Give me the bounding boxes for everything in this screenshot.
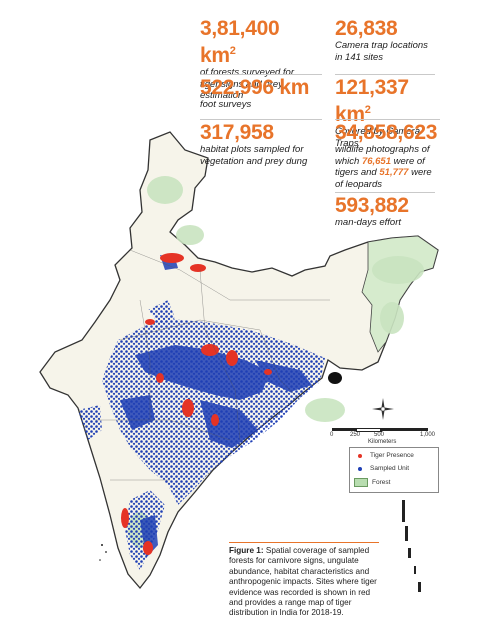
- stat-value: 317,958: [200, 121, 274, 144]
- stat-desc: Covered by Camera Traps: [335, 126, 421, 149]
- stat-desc: man-days effort: [335, 217, 401, 228]
- stat-desc: Camera trap locations in 141 sites: [335, 40, 428, 63]
- stat-sup: 2: [364, 104, 371, 116]
- stat-value: 121,337 km: [335, 76, 409, 126]
- stat-value: 26,838: [335, 17, 398, 40]
- stat-foot-surveys: 522,996 km foot surveys: [200, 74, 322, 111]
- map-legend: Tiger Presence Sampled Unit Forest: [349, 447, 439, 493]
- stat-habitat-plots: 317,958 habitat plots sampled for vegeta…: [200, 119, 322, 167]
- legend-forest: Forest: [354, 478, 390, 487]
- islands: [99, 500, 421, 592]
- northeast-region: [361, 235, 439, 353]
- stat-camera-trap-area: 121,337 km2 Covered by Camera Traps: [335, 74, 435, 149]
- scale-label: 1,000: [420, 432, 436, 438]
- stat-forests-surveyed: 3,81,400 km2 of forests surveyed for tig…: [200, 16, 302, 102]
- leopard-photo-count: 51,777: [379, 167, 409, 178]
- compass-rose-icon: [372, 398, 394, 420]
- stat-value: 593,882: [335, 194, 409, 217]
- legend-label: Forest: [372, 479, 391, 486]
- scale-segment: [380, 428, 428, 431]
- legend-label: Sampled Unit: [370, 465, 410, 472]
- tiger-presence: [121, 253, 342, 555]
- stat-desc: habitat plots sampled for vegetation and…: [200, 144, 308, 167]
- legend-sampled-unit: Sampled Unit: [354, 465, 409, 472]
- stat-desc-text: wildlife photographs of which: [335, 144, 430, 167]
- scale-label: 250: [350, 432, 361, 438]
- scale-label: 500: [374, 432, 385, 438]
- scale-label: 0: [330, 432, 334, 438]
- stat-value: 34,858,623: [335, 121, 438, 144]
- stat-camera-trap-locations: 26,838 Camera trap locations in 141 site…: [335, 16, 435, 63]
- stat-desc: wildlife photographs of which 76,651 wer…: [335, 144, 440, 190]
- caption-label: Figure 1:: [229, 546, 264, 555]
- figure-caption: Figure 1: Spatial coverage of sampled fo…: [229, 546, 379, 619]
- red-dot-icon: [358, 453, 362, 458]
- blue-dot-icon: [358, 466, 362, 471]
- stat-value: 522,996 km: [200, 76, 310, 99]
- stat-desc: foot surveys: [200, 99, 252, 110]
- stat-man-days: 593,882 man-days effort: [335, 192, 435, 229]
- stat-desc-text: were of tigers and: [335, 155, 425, 179]
- stat-value: 3,81,400 km: [200, 17, 280, 67]
- caption-rule: [229, 542, 379, 543]
- caption-text: Spatial coverage of sampled forests for …: [229, 546, 377, 618]
- scale-segment: [332, 428, 356, 431]
- scale-unit: Kilometers: [368, 439, 397, 445]
- state-boundaries: [95, 249, 330, 481]
- stat-sup: 2: [229, 45, 236, 57]
- stat-desc-text: were of leopards: [335, 167, 432, 190]
- stat-desc: of forests surveyed for tiger signs and …: [200, 67, 294, 101]
- legend-tiger-presence: Tiger Presence: [354, 452, 414, 459]
- stat-wildlife-photographs: 34,858,623 wildlife photographs of which…: [335, 119, 440, 190]
- scale-bar: 0 250 500 1,000 Kilometers: [328, 425, 436, 445]
- legend-label: Tiger Presence: [370, 452, 414, 459]
- tiger-photo-count: 76,651: [361, 155, 391, 167]
- forest-swatch-icon: [354, 478, 368, 487]
